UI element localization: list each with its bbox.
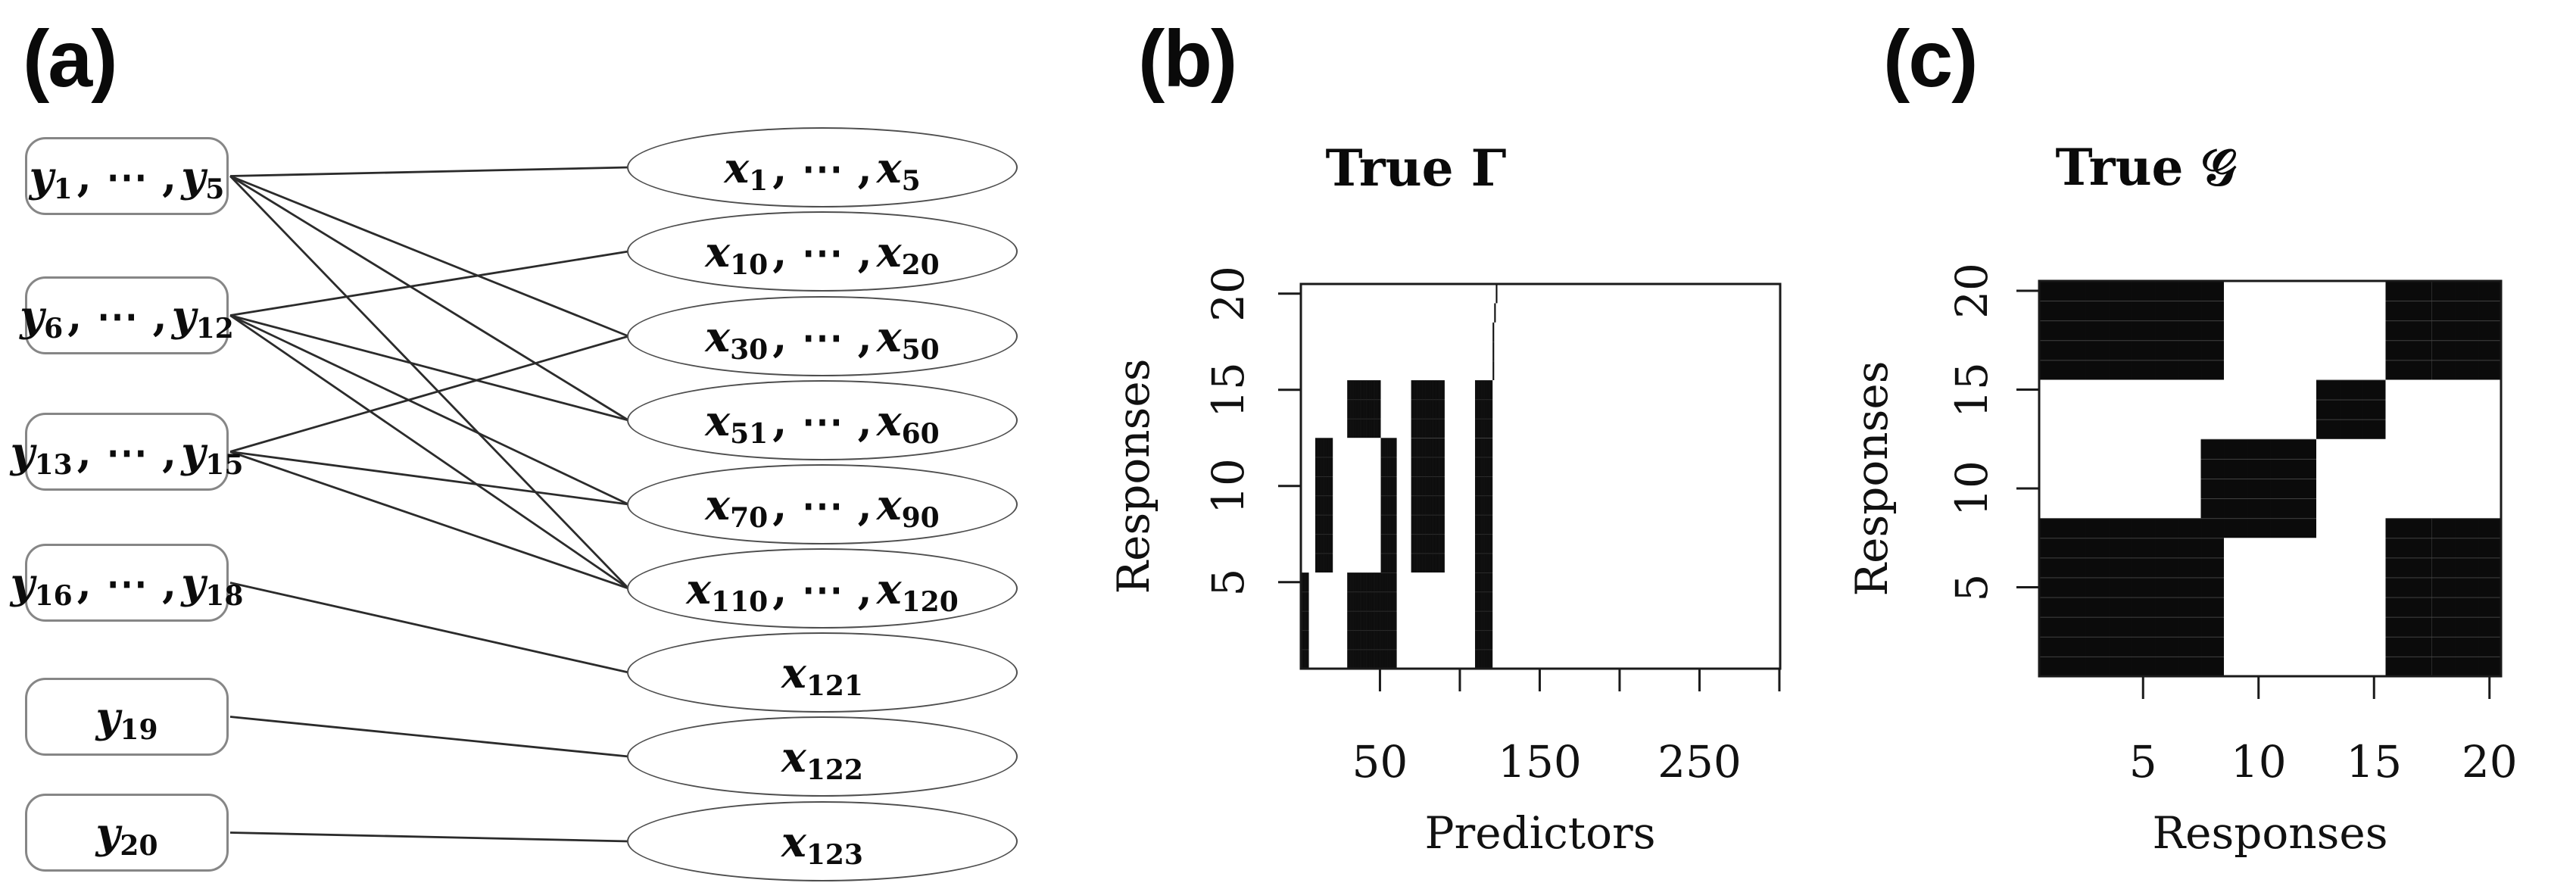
- heatmap-c: [2016, 279, 2503, 699]
- edge-y13-15-x30-50: [229, 335, 629, 453]
- b-block-9: [1474, 380, 1493, 438]
- b-block-4: [1380, 438, 1397, 572]
- edge-y6-12-x110-120: [229, 314, 629, 590]
- edge-y16-18-x121: [229, 582, 629, 674]
- b-block-7: [1347, 380, 1381, 438]
- edge-y6-12-x70-90: [229, 314, 629, 506]
- edge-y6-12-x10-20: [229, 250, 629, 317]
- edge-y13-15-x70-90: [229, 451, 629, 506]
- b-block-11: [1494, 303, 1496, 323]
- edge-y6-12-x51-60: [229, 314, 629, 422]
- edge-y1-5-x110-120: [229, 175, 630, 589]
- edge-y1-5-x1-5: [229, 166, 629, 177]
- b-block-0: [1301, 572, 1309, 669]
- edge-y13-15-x110-120: [229, 451, 629, 590]
- edge-y19-x122: [229, 716, 629, 758]
- b-block-10: [1492, 322, 1495, 380]
- edge-y1-5-x51-60: [229, 175, 629, 422]
- b-block-2: [1474, 572, 1493, 669]
- diagram-edges: [229, 166, 630, 843]
- b-block-3: [1315, 438, 1333, 572]
- c-block-1: [2385, 281, 2501, 380]
- b-block-8: [1411, 380, 1445, 438]
- edge-y20-x123: [229, 831, 629, 843]
- b-block-1: [1347, 572, 1397, 669]
- edge-y1-5-x30-50: [229, 175, 629, 338]
- c-block-2: [2316, 379, 2386, 439]
- c-block-0: [2039, 281, 2224, 380]
- b-block-5: [1411, 438, 1445, 572]
- c-plot-border: [2038, 279, 2503, 678]
- heatmap-b: [1278, 282, 1782, 691]
- c-block-5: [2385, 518, 2501, 676]
- b-block-6: [1474, 438, 1493, 572]
- b-block-12: [1495, 284, 1498, 304]
- c-block-4: [2039, 518, 2224, 676]
